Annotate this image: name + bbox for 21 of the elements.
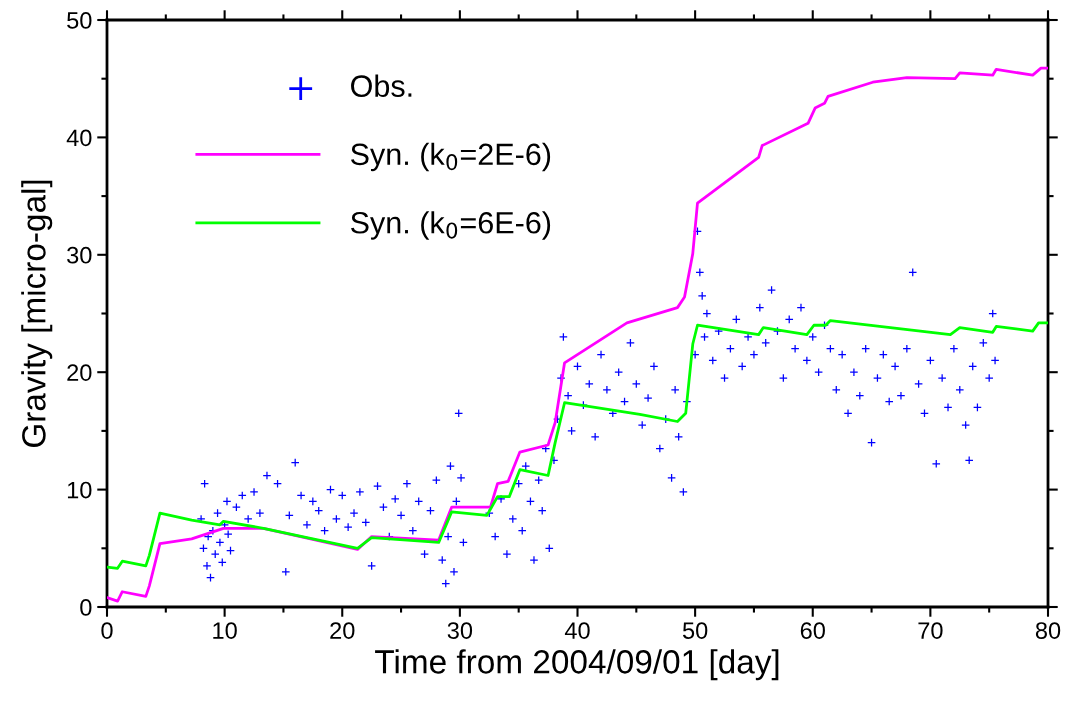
x-tick-label: 20 <box>330 622 355 639</box>
x-tick-label: 30 <box>447 622 473 639</box>
y-axis-title: Gravity [micro-gal] <box>21 180 53 448</box>
legend-label: Syn. (k$_{0}$=2E-6) <box>350 142 551 172</box>
x-tick-label: 40 <box>564 622 590 639</box>
legend-label: Obs. <box>351 74 412 97</box>
y-tick-label: 10 <box>67 481 92 499</box>
y-tick-label: 0 <box>80 599 92 616</box>
line-series <box>107 319 1048 570</box>
x-tick-label: 0 <box>101 622 113 639</box>
y-tick-label: 30 <box>67 246 92 264</box>
y-tick-label: 20 <box>67 364 92 381</box>
x-tick-label: 60 <box>800 622 825 639</box>
x-axis-title: Time from 2004/09/01 [day] <box>375 649 779 681</box>
x-tick-label: 70 <box>918 622 943 639</box>
x-tick-label: 10 <box>213 622 237 639</box>
y-tick-label: 50 <box>67 12 92 29</box>
legend-label: Syn. (k$_{0}$=6E-6) <box>350 211 551 240</box>
x-tick-label: 50 <box>682 622 708 639</box>
x-tick-label: 80 <box>1035 622 1061 639</box>
y-tick-label: 40 <box>66 129 92 147</box>
